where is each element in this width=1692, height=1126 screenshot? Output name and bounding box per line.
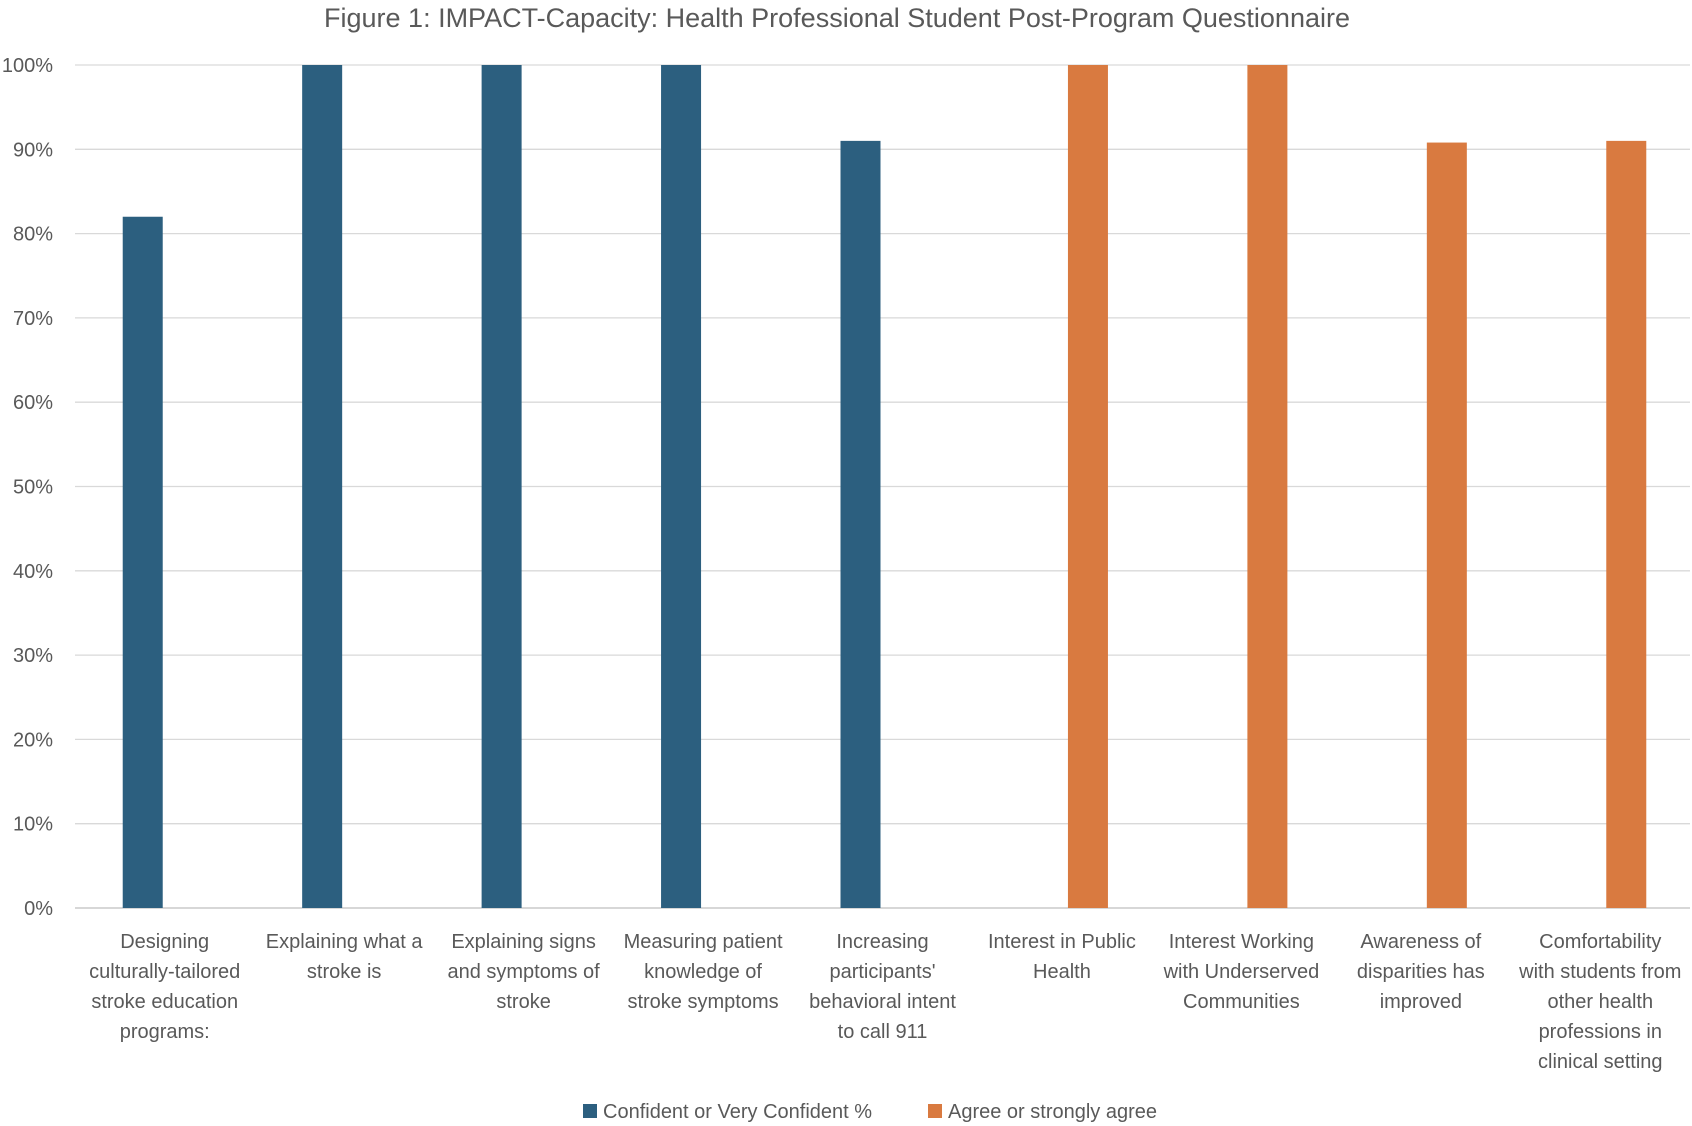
x-tick-label: Interest Working with Underserved Communit…: [1163, 931, 1320, 1013]
chart-title: Figure 1: IMPACT-Capacity: Health Profes…: [324, 3, 1350, 33]
legend-swatch: [583, 1104, 597, 1118]
bar: [840, 140, 881, 908]
legend-label: Confident or Very Confident %: [603, 1101, 872, 1123]
x-tick-label: Interest in Public Health: [988, 931, 1136, 983]
x-axis-labels: Designing culturally-tailored stroke educa…: [89, 931, 1681, 1073]
x-tick-label: Designing culturally-tailored stroke educa…: [89, 931, 240, 1043]
y-tick-label: 0%: [24, 898, 53, 920]
y-tick-label: 40%: [13, 561, 53, 583]
y-tick-label: 20%: [13, 729, 53, 751]
x-tick-label: Comfortability with students from other he…: [1518, 931, 1681, 1073]
bar: [1606, 140, 1647, 908]
legend-label: Agree or strongly agree: [948, 1101, 1157, 1123]
bar: [481, 65, 522, 908]
x-tick-label: Awareness of disparities has improved: [1357, 931, 1485, 1013]
y-tick-label: 50%: [13, 477, 53, 499]
bar: [122, 216, 163, 909]
y-tick-label: 10%: [13, 814, 53, 836]
y-tick-label: 80%: [13, 224, 53, 246]
y-tick-label: 90%: [13, 139, 53, 161]
bars: [122, 65, 1647, 909]
x-tick-label: Explaining what a stroke is: [266, 931, 424, 983]
legend: Confident or Very Confident % Agree or st…: [583, 1101, 1157, 1123]
y-tick-label: 70%: [13, 308, 53, 330]
y-tick-label: 100%: [2, 55, 53, 77]
x-tick-label: Explaining signs and symptoms of stroke: [447, 931, 600, 1013]
bar: [661, 65, 702, 908]
legend-swatch: [928, 1104, 942, 1118]
bar: [1067, 65, 1108, 908]
gridlines: [75, 64, 1690, 909]
y-tick-label: 30%: [13, 645, 53, 667]
x-tick-label: Measuring patient knowledge of stroke symp…: [624, 931, 783, 1013]
bar: [1426, 142, 1467, 908]
y-tick-label: 60%: [13, 392, 53, 414]
bar: [1247, 65, 1288, 908]
x-tick-label: Increasing participants' behavioral intent…: [809, 931, 956, 1043]
y-axis-ticks: 0% 10% 20% 30% 40% 50% 60% 70% 80% 90% 100%: [2, 55, 53, 920]
bar: [302, 65, 343, 908]
